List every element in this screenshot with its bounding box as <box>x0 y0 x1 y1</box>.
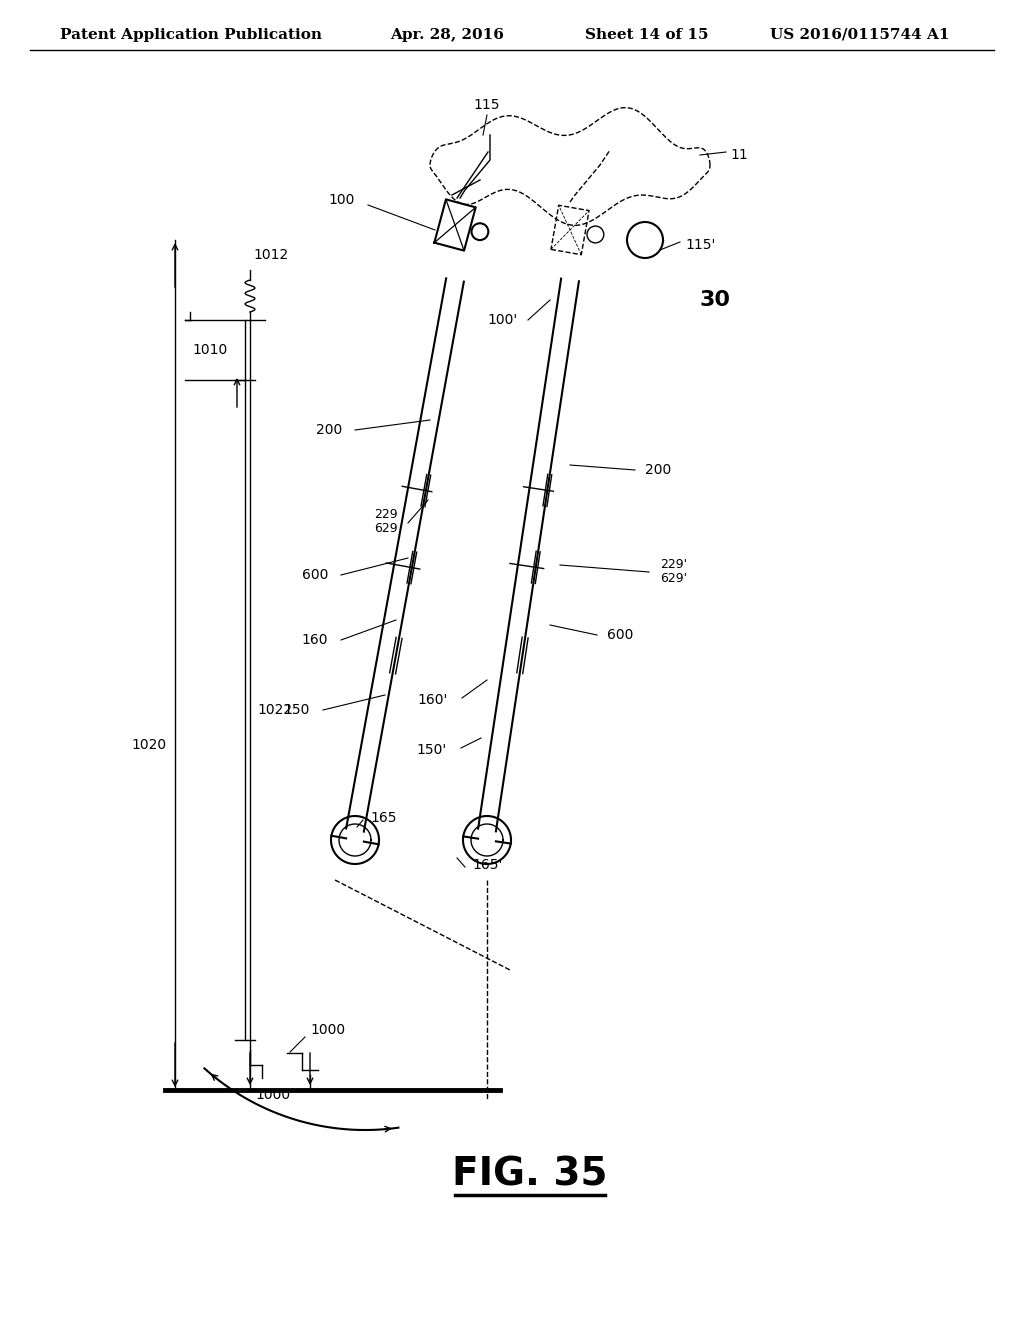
Text: FIG. 35: FIG. 35 <box>453 1156 608 1195</box>
Text: 1022: 1022 <box>257 704 292 717</box>
Circle shape <box>471 223 488 240</box>
Text: 200: 200 <box>645 463 672 477</box>
Text: Apr. 28, 2016: Apr. 28, 2016 <box>390 28 504 42</box>
Text: 160: 160 <box>301 634 328 647</box>
Text: 30: 30 <box>700 290 731 310</box>
Text: 1010: 1010 <box>193 343 227 356</box>
Text: 160': 160' <box>418 693 449 708</box>
Circle shape <box>587 226 604 243</box>
Text: 229': 229' <box>660 558 687 572</box>
Text: Sheet 14 of 15: Sheet 14 of 15 <box>585 28 709 42</box>
Text: 165': 165' <box>472 858 503 873</box>
Text: US 2016/0115744 A1: US 2016/0115744 A1 <box>770 28 949 42</box>
Text: 1012: 1012 <box>253 248 288 261</box>
Circle shape <box>627 222 663 257</box>
Text: 1020: 1020 <box>132 738 167 752</box>
Text: 600: 600 <box>607 628 634 642</box>
Text: 115: 115 <box>474 98 501 112</box>
Text: 1000: 1000 <box>255 1088 290 1102</box>
Text: 600: 600 <box>302 568 328 582</box>
Text: 229: 229 <box>375 508 398 521</box>
Text: 100: 100 <box>329 193 355 207</box>
Text: 1000: 1000 <box>310 1023 345 1038</box>
Text: 100': 100' <box>487 313 518 327</box>
Text: 11: 11 <box>730 148 748 162</box>
Text: 150': 150' <box>417 743 447 756</box>
Text: 629': 629' <box>660 573 687 586</box>
Text: 629: 629 <box>375 523 398 536</box>
Text: 115': 115' <box>685 238 716 252</box>
Text: 150: 150 <box>284 704 310 717</box>
Text: Patent Application Publication: Patent Application Publication <box>60 28 322 42</box>
Text: 200: 200 <box>315 422 342 437</box>
Text: 165: 165 <box>370 810 396 825</box>
